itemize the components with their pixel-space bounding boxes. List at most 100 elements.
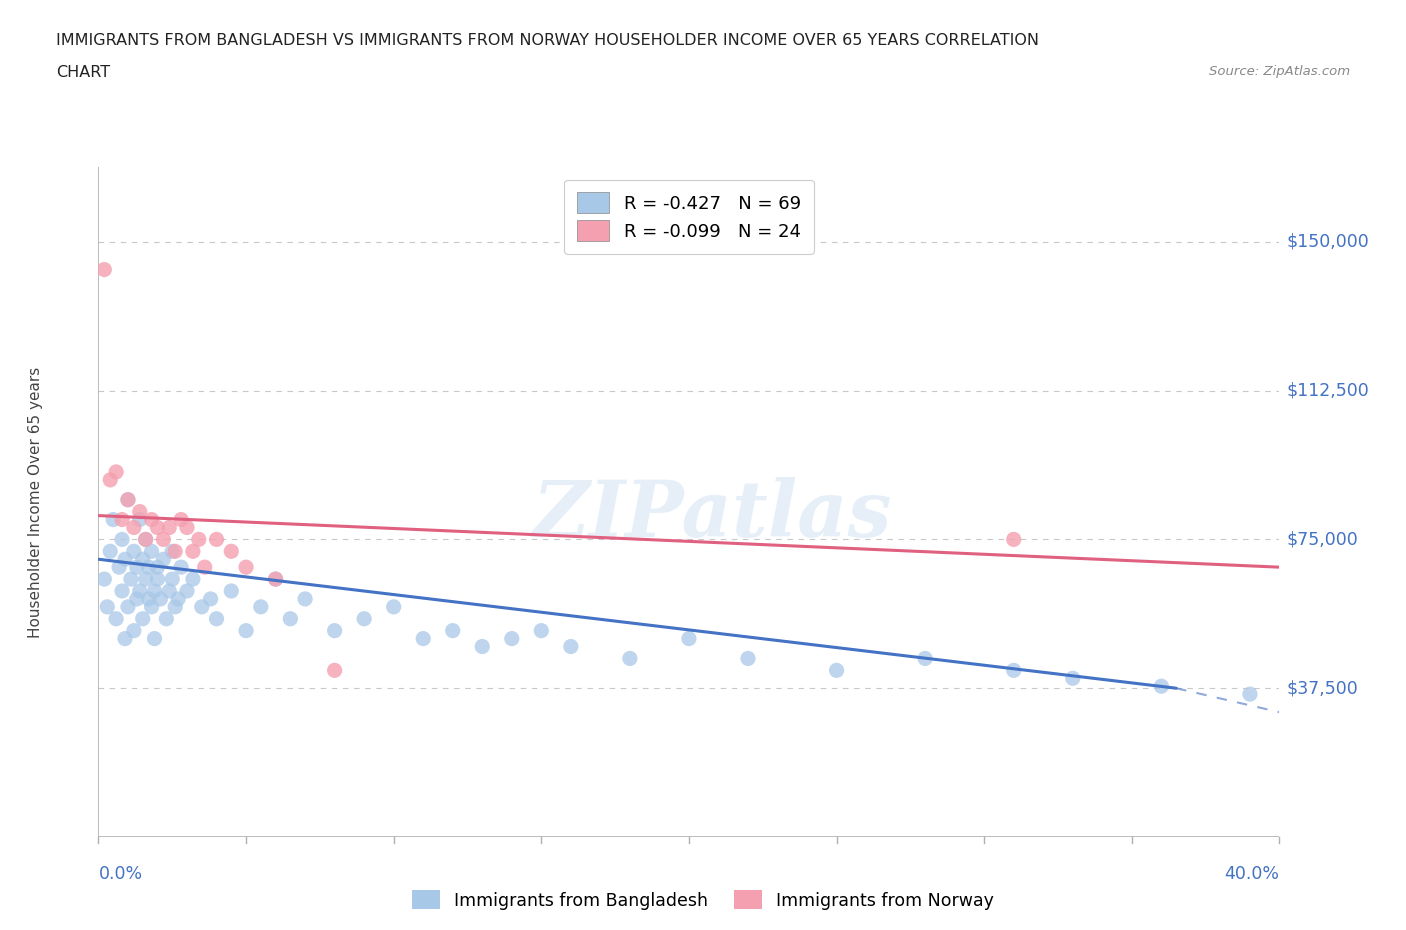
Point [128,504,150,519]
Point [235,560,257,575]
Point [155,611,177,626]
Point [143,631,166,646]
Point [1239,686,1261,701]
Point [382,600,405,615]
Point [122,544,145,559]
Point [138,591,160,606]
Point [117,600,139,615]
Point [205,611,228,626]
Point [914,651,936,666]
Point [152,532,174,547]
Point [135,572,157,587]
Point [1002,663,1025,678]
Point [128,512,150,527]
Point [737,651,759,666]
Point [170,560,193,575]
Point [353,611,375,626]
Point [560,639,582,654]
Point [530,623,553,638]
Point [501,631,523,646]
Point [149,591,172,606]
Point [98,544,121,559]
Point [132,611,155,626]
Point [264,572,287,587]
Point [152,551,174,566]
Text: $37,500: $37,500 [1286,679,1358,698]
Point [167,591,190,606]
Point [117,492,139,507]
Point [122,520,145,535]
Point [111,583,134,598]
Text: 40.0%: 40.0% [1225,865,1279,883]
Point [111,512,134,527]
Point [219,583,242,598]
Point [205,532,228,547]
Point [146,572,169,587]
Point [117,492,139,507]
Text: $112,500: $112,500 [1286,381,1369,400]
Point [176,583,198,598]
Point [323,623,346,638]
Legend: Immigrants from Bangladesh, Immigrants from Norway: Immigrants from Bangladesh, Immigrants f… [405,884,1001,917]
Point [93,572,115,587]
Point [135,532,157,547]
Point [111,532,134,547]
Point [141,544,163,559]
Point [146,560,169,575]
Point [138,560,160,575]
Point [176,520,198,535]
Point [162,544,183,559]
Point [114,631,136,646]
Point [471,639,494,654]
Point [441,623,464,638]
Point [294,591,316,606]
Point [165,544,187,559]
Text: Source: ZipAtlas.com: Source: ZipAtlas.com [1209,65,1350,78]
Legend: R = -0.427   N = 69, R = -0.099   N = 24: R = -0.427 N = 69, R = -0.099 N = 24 [564,179,814,254]
Text: Householder Income Over 65 years: Householder Income Over 65 years [28,366,42,638]
Point [162,572,183,587]
Point [181,544,204,559]
Point [141,512,163,527]
Point [219,544,242,559]
Point [200,591,222,606]
Point [98,472,121,487]
Point [141,600,163,615]
Point [825,663,848,678]
Point [103,512,125,527]
Point [120,572,142,587]
Point [194,560,217,575]
Point [278,611,302,626]
Point [264,572,287,587]
Point [678,631,700,646]
Point [250,600,273,615]
Point [125,560,148,575]
Point [128,583,150,598]
Text: ZIPatlas: ZIPatlas [533,477,893,554]
Point [235,623,257,638]
Point [619,651,641,666]
Point [93,262,115,277]
Point [146,520,169,535]
Point [412,631,434,646]
Point [323,663,346,678]
Point [108,560,131,575]
Point [143,583,166,598]
Point [96,600,118,615]
Point [105,611,128,626]
Point [122,623,145,638]
Point [165,600,187,615]
Text: CHART: CHART [56,65,110,80]
Point [125,591,148,606]
Point [191,600,214,615]
Point [114,551,136,566]
Point [1150,679,1173,694]
Point [132,551,155,566]
Point [135,532,157,547]
Point [157,520,180,535]
Point [181,572,204,587]
Point [170,512,193,527]
Text: IMMIGRANTS FROM BANGLADESH VS IMMIGRANTS FROM NORWAY HOUSEHOLDER INCOME OVER 65 : IMMIGRANTS FROM BANGLADESH VS IMMIGRANTS… [56,33,1039,47]
Text: 0.0%: 0.0% [98,865,142,883]
Point [105,464,128,479]
